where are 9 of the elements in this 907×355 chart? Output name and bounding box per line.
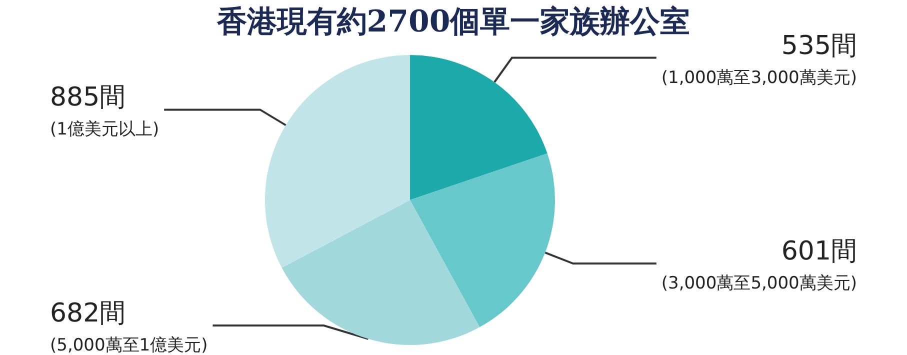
slice-label: (5,000萬至1億美元)	[50, 336, 208, 355]
data-label: 682間	[50, 298, 126, 328]
data-label: 601間	[781, 236, 857, 266]
data-label: 535間	[781, 30, 857, 61]
slice-label: (1,000萬至3,000萬美元)	[661, 68, 857, 88]
slice-label: (3,000萬至5,000萬美元)	[661, 274, 857, 294]
slice-label: (1億美元以上)	[50, 120, 160, 140]
chart-title: 香港現有約2700個單一家族辦公室	[216, 4, 690, 40]
data-label: 885間	[50, 82, 126, 113]
